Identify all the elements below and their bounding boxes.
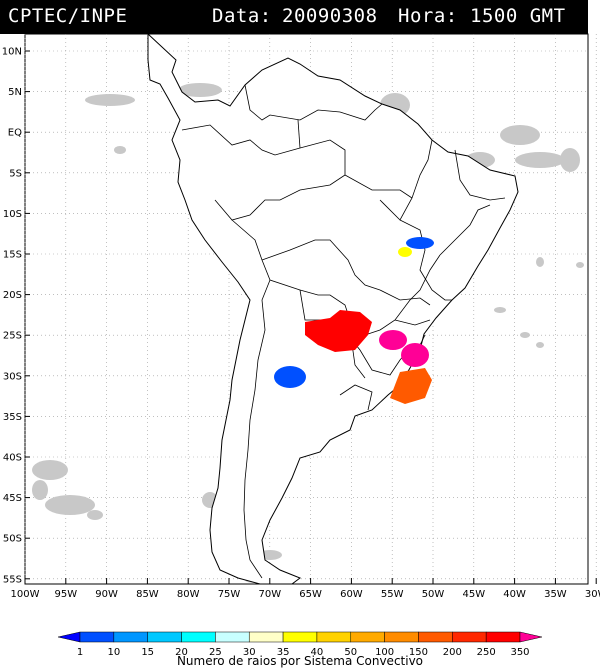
legend-tick: 200 <box>443 647 462 658</box>
lon-label: 75W <box>218 589 241 600</box>
convective-systems <box>274 237 434 404</box>
source-label: CPTEC/INPE <box>8 5 128 27</box>
latitude-labels: 10N 5N EQ 5S 10S 15S 20S 25S 30S 35S 40S 45S 50S 55S <box>2 47 30 585</box>
legend-swatch <box>519 631 543 643</box>
time-value: 1500 GMT <box>470 5 566 27</box>
lat-label: 15S <box>3 250 22 261</box>
lon-label: 35W <box>544 589 567 600</box>
legend-swatch <box>181 631 216 643</box>
lat-label: 55S <box>3 574 22 585</box>
legend-swatch <box>282 631 318 643</box>
lat-label: 5N <box>8 87 22 98</box>
blue-system-bahia <box>406 237 434 249</box>
orange-system-rio-grande-do-sul <box>390 368 432 404</box>
lat-label: EQ <box>8 128 22 139</box>
lon-label: 80W <box>177 589 200 600</box>
legend-swatch <box>147 631 182 643</box>
legend-tick: 20 <box>175 647 188 658</box>
legend-swatch <box>350 631 385 643</box>
legend-tick: 250 <box>477 647 496 658</box>
legend-tick: 25 <box>209 647 222 658</box>
lon-label: 95W <box>54 589 77 600</box>
legend-tick: 10 <box>107 647 120 658</box>
legend-tick: 40 <box>311 647 324 658</box>
legend-tick: 50 <box>344 647 357 658</box>
lat-label: 45S <box>3 493 22 504</box>
blue-system-argentina <box>274 366 306 388</box>
time-label: Hora: <box>398 5 458 27</box>
lat-label: 40S <box>3 453 22 464</box>
lon-label: 65W <box>299 589 322 600</box>
legend-caption: Numero de raios por Sistema Convectivo <box>176 654 424 668</box>
map-header: CPTEC/INPE Data: 20090308 Hora: 1500 GMT <box>0 0 588 34</box>
legend-tick: 30 <box>243 647 256 658</box>
lat-label: 30S <box>3 371 22 382</box>
lat-label: 10S <box>3 209 22 220</box>
legend-swatch <box>113 631 148 643</box>
legend-swatch <box>215 631 250 643</box>
red-system-paraguay <box>305 310 372 352</box>
legend-swatch <box>452 631 487 643</box>
yellow-system-goias <box>398 247 412 257</box>
lon-label: 40W <box>503 589 526 600</box>
lon-label: 45W <box>462 589 485 600</box>
legend-tick: 35 <box>277 647 290 658</box>
lon-label: 100W <box>11 589 40 600</box>
date-label: Data: <box>212 5 272 27</box>
magenta-system-parana <box>379 330 407 350</box>
lon-label: 85W <box>136 589 159 600</box>
lon-label: 30W <box>585 589 600 600</box>
legend-swatch <box>418 631 453 643</box>
lon-label: 50W <box>422 589 445 600</box>
lon-label: 70W <box>258 589 281 600</box>
legend-tick: 350 <box>510 647 529 658</box>
legend-tick: 100 <box>375 647 394 658</box>
magenta-system-santa-catarina <box>401 343 429 367</box>
legend-tick: 1 <box>77 647 83 658</box>
legend-swatch <box>384 631 419 643</box>
lon-label: 55W <box>381 589 404 600</box>
lat-label: 10N <box>2 47 22 58</box>
lon-label: 90W <box>95 589 118 600</box>
longitude-labels: 100W 95W 90W 85W 80W 75W 70W 65W 60W 55W 50W 45W 40W… <box>11 578 600 600</box>
lat-label: 50S <box>3 534 22 545</box>
legend-tick: 150 <box>409 647 428 658</box>
date-value: 20090308 <box>282 5 378 27</box>
legend-tick: 15 <box>141 647 154 658</box>
south-america-outline <box>147 32 519 585</box>
lat-label: 20S <box>3 290 22 301</box>
lon-label: 60W <box>340 589 363 600</box>
legend-swatch <box>79 631 115 643</box>
legend-swatch <box>248 631 284 643</box>
lat-label: 5S <box>9 168 22 179</box>
legend-swatch <box>57 631 81 643</box>
lat-label: 35S <box>3 412 22 423</box>
country-borders <box>181 84 506 579</box>
legend-swatch <box>485 631 521 643</box>
lat-label: 25S <box>3 331 22 342</box>
legend-swatch <box>316 631 352 643</box>
legend-colorbar: 1 10 15 20 25 30 35 40 50 100 150 200 250 350 <box>57 631 543 658</box>
